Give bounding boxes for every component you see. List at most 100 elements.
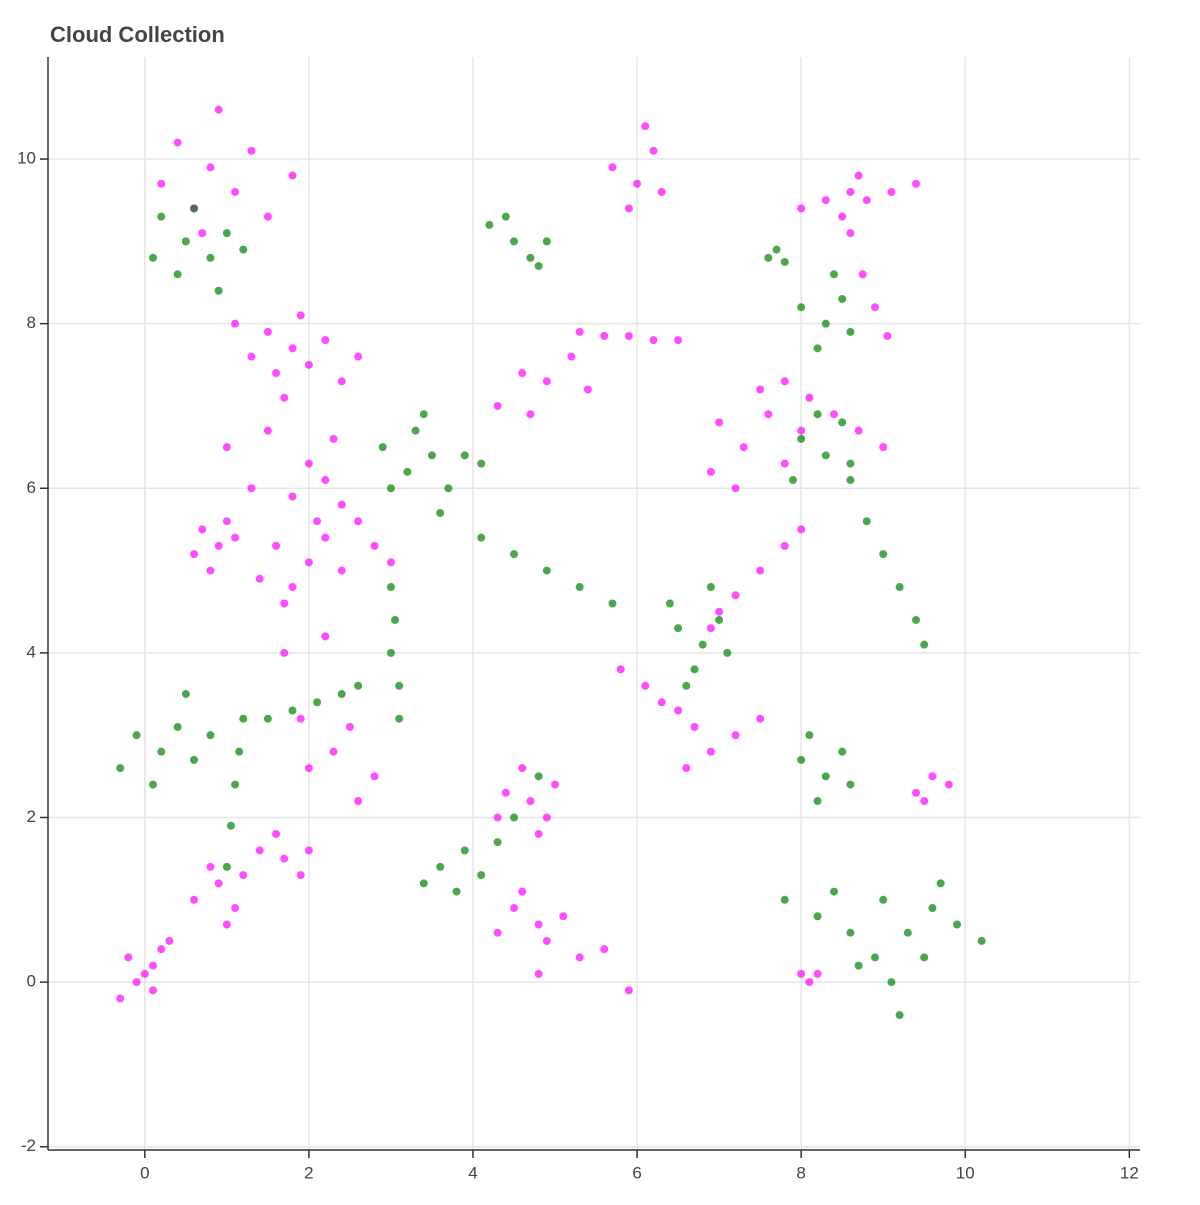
x-tick-label: 6 <box>632 1163 641 1182</box>
point <box>575 583 584 592</box>
point <box>395 714 404 723</box>
point <box>624 986 633 995</box>
point <box>526 253 535 262</box>
point <box>477 533 486 542</box>
point <box>567 352 576 361</box>
point <box>641 681 650 690</box>
point <box>542 237 551 246</box>
point <box>879 550 888 559</box>
point <box>715 615 724 624</box>
point <box>731 591 740 600</box>
point <box>214 879 223 888</box>
point <box>149 253 158 262</box>
point <box>649 146 658 155</box>
point <box>575 327 584 336</box>
point <box>805 731 814 740</box>
point <box>723 648 732 657</box>
point <box>706 747 715 756</box>
point <box>551 780 560 789</box>
point <box>280 648 289 657</box>
point <box>272 369 281 378</box>
point <box>870 953 879 962</box>
x-tick-label: 2 <box>304 1163 313 1182</box>
point <box>542 813 551 822</box>
point <box>829 410 838 419</box>
point <box>304 558 313 567</box>
point <box>235 747 244 756</box>
point <box>510 904 519 913</box>
point <box>797 969 806 978</box>
x-tick-label: 8 <box>796 1163 805 1182</box>
y-tick-label: 10 <box>17 149 36 168</box>
point <box>485 220 494 229</box>
point <box>936 879 945 888</box>
point <box>280 393 289 402</box>
point <box>329 747 338 756</box>
point <box>247 352 256 361</box>
point <box>386 558 395 567</box>
axes: 0 2 4 6 8 10 12 -2 0 2 4 6 8 10 <box>17 57 1140 1182</box>
point <box>854 961 863 970</box>
point <box>501 212 510 221</box>
point <box>542 936 551 945</box>
point <box>780 257 789 266</box>
point <box>231 904 240 913</box>
point <box>436 862 445 871</box>
point <box>846 187 855 196</box>
point <box>526 797 535 806</box>
y-tick-label: 2 <box>27 807 36 826</box>
point <box>854 171 863 180</box>
point <box>883 332 892 341</box>
point <box>674 336 683 345</box>
point <box>198 525 207 534</box>
point <box>715 418 724 427</box>
point <box>329 434 338 443</box>
point <box>157 179 166 188</box>
point <box>288 706 297 715</box>
point <box>149 780 158 789</box>
point <box>140 969 149 978</box>
point <box>813 797 822 806</box>
point <box>411 426 420 435</box>
point <box>255 574 264 583</box>
point <box>780 459 789 468</box>
point <box>354 681 363 690</box>
point <box>641 122 650 131</box>
point <box>337 690 346 699</box>
point <box>165 936 174 945</box>
point <box>698 640 707 649</box>
point <box>682 764 691 773</box>
point <box>181 690 190 699</box>
point <box>772 245 781 254</box>
point <box>797 525 806 534</box>
point <box>912 788 921 797</box>
point <box>608 163 617 172</box>
point <box>657 698 666 707</box>
point <box>272 829 281 838</box>
point <box>190 895 199 904</box>
point <box>272 541 281 550</box>
point <box>846 459 855 468</box>
point <box>288 583 297 592</box>
grid <box>48 57 1140 1150</box>
point <box>838 418 847 427</box>
point <box>403 467 412 476</box>
point <box>846 476 855 485</box>
point <box>534 969 543 978</box>
point <box>419 410 428 419</box>
point <box>887 978 896 987</box>
x-tick-label: 0 <box>140 1163 149 1182</box>
point <box>493 401 502 410</box>
point <box>354 797 363 806</box>
point <box>345 722 354 731</box>
point <box>838 212 847 221</box>
point <box>575 953 584 962</box>
point <box>321 533 330 542</box>
point <box>149 961 158 970</box>
point <box>296 871 305 880</box>
point <box>821 451 830 460</box>
point <box>386 583 395 592</box>
point <box>222 862 231 871</box>
point <box>858 270 867 279</box>
